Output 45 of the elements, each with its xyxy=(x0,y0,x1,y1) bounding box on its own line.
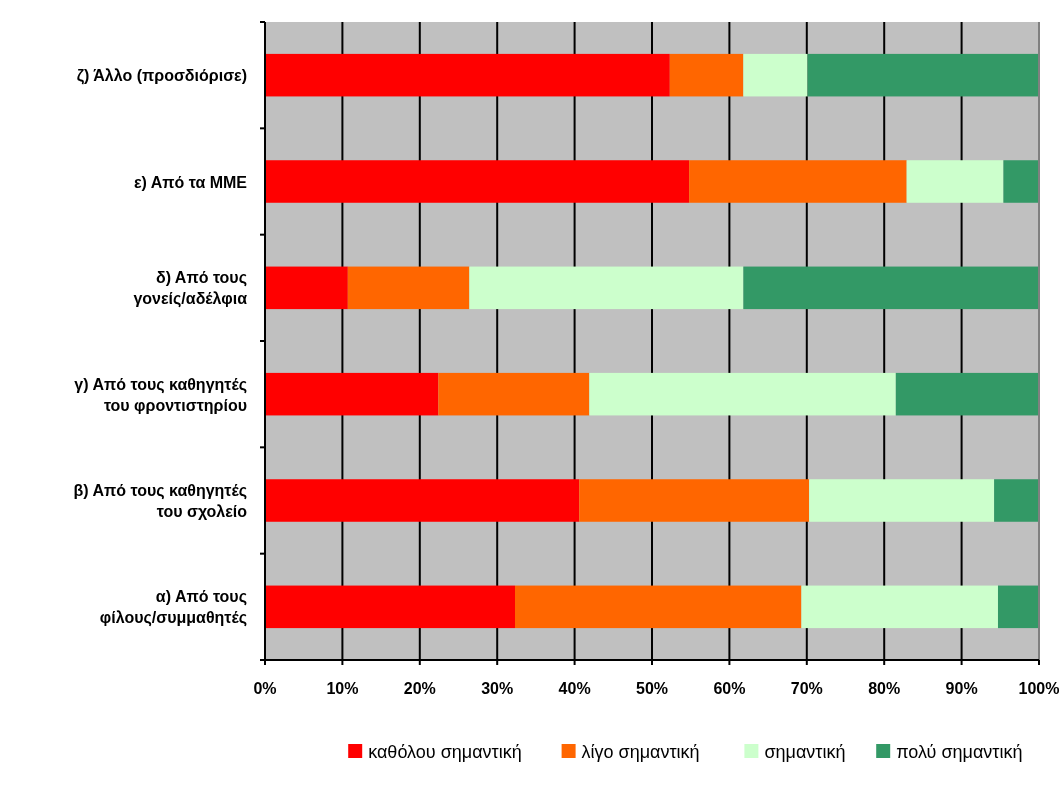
x-tick-label: 60% xyxy=(713,680,746,697)
bar xyxy=(743,53,808,97)
y-tick-label: ζ) Άλλο (προσδιόρισε) xyxy=(76,67,247,86)
x-tick-label: 100% xyxy=(1018,680,1059,697)
x-tick-label: 50% xyxy=(635,680,669,697)
bar xyxy=(807,53,1039,97)
x-tick-label: 0% xyxy=(253,680,277,697)
bar xyxy=(997,585,1039,629)
legend-label: λίγο σημαντική xyxy=(581,742,700,762)
bar xyxy=(895,372,1039,416)
bar xyxy=(1003,160,1039,203)
bar xyxy=(515,585,802,629)
bar xyxy=(438,372,590,416)
bar xyxy=(589,372,896,416)
bar xyxy=(265,160,690,203)
legend-label: σημαντική xyxy=(764,742,846,762)
x-tick-label: 20% xyxy=(403,680,436,697)
x-tick-label: 80% xyxy=(868,680,901,697)
x-tick-label: 70% xyxy=(790,680,823,697)
bar xyxy=(689,160,907,203)
bar xyxy=(347,266,470,310)
x-tick-label: 10% xyxy=(326,680,359,697)
bar xyxy=(669,53,744,97)
bar xyxy=(469,266,744,310)
bar xyxy=(265,53,670,97)
bar xyxy=(265,479,580,522)
bar xyxy=(809,479,995,522)
bar xyxy=(265,372,439,416)
legend-label: καθόλου σημαντική xyxy=(368,742,522,762)
legend-label: πολύ σημαντική xyxy=(896,742,1023,762)
y-tick-label: α) Από τους φίλους/συμμαθητές xyxy=(99,588,247,628)
bar xyxy=(265,266,348,310)
bar xyxy=(994,479,1039,522)
bar xyxy=(801,585,998,629)
bar xyxy=(265,585,515,629)
bar xyxy=(579,479,810,522)
x-tick-label: 30% xyxy=(481,680,514,697)
y-tick-label: β) Από τους καθηγητές του σχολείο xyxy=(73,482,248,520)
bar xyxy=(743,266,1039,310)
bar xyxy=(906,160,1004,203)
y-tick-label: δ) Από τους γονείς/αδέλφια xyxy=(133,269,248,309)
x-tick-label: 90% xyxy=(945,680,978,697)
x-tick-label: 40% xyxy=(558,680,591,697)
y-tick-label: γ) Από τους καθηγητές του φροντιστηρίου xyxy=(74,375,247,414)
y-tick-label: ε) Από τα ΜΜΕ xyxy=(133,173,248,191)
